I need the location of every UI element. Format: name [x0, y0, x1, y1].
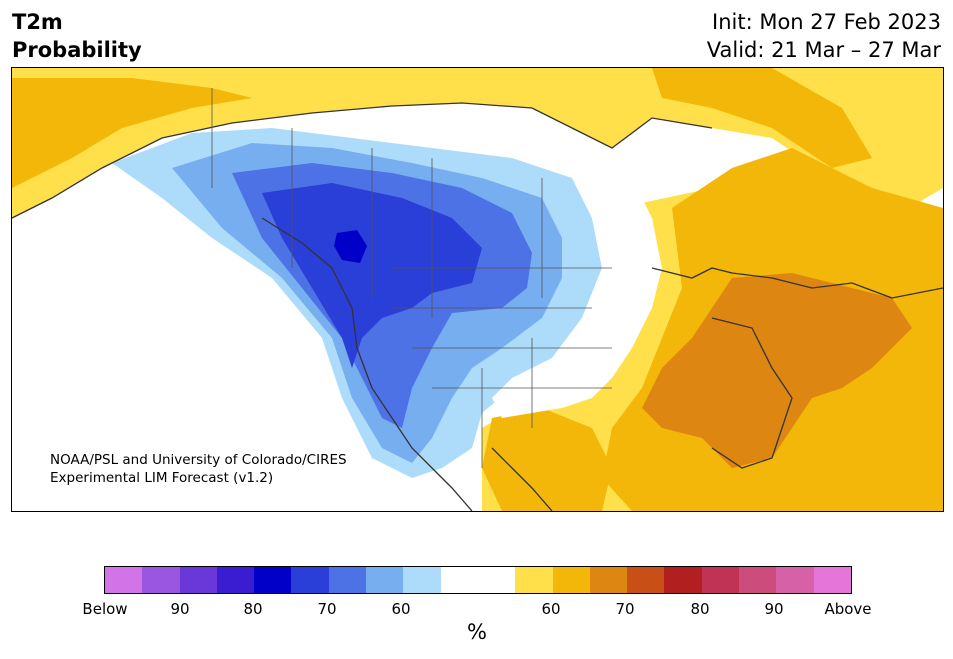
colorbar-tick-label: Above	[824, 600, 872, 618]
map-title: T2m Probability	[12, 8, 142, 64]
colorbar-segment	[216, 567, 255, 593]
coastlines	[12, 102, 943, 511]
colorbar-segment	[328, 567, 367, 593]
valid-date-range: Valid: 21 Mar – 27 Mar	[706, 38, 941, 62]
colorbar-segment	[776, 567, 814, 593]
colorbar-segment	[403, 567, 441, 593]
colorbar-segment	[179, 567, 217, 593]
colorbar-segment	[515, 567, 553, 593]
contour-west-darkblue	[334, 230, 367, 263]
colorbar-segment	[366, 567, 404, 593]
contour-central-neutral	[492, 163, 662, 418]
colorbar-tick-label: 60	[391, 600, 411, 618]
colorbar-tick-label: Below	[82, 600, 128, 618]
colorbar-segment	[477, 567, 516, 593]
colorbar-tick-label: 70	[615, 600, 635, 618]
colorbar-segment	[739, 567, 777, 593]
colorbar-segment	[142, 567, 180, 593]
colorbar-tick-label: 90	[764, 600, 784, 618]
contour-south-gold	[482, 408, 612, 511]
credit-line-1: NOAA/PSL and University of Colorado/CIRE…	[50, 452, 347, 468]
colorbar-tick-label: 90	[170, 600, 190, 618]
colorbar-segment	[589, 567, 628, 593]
colorbar-segment	[701, 567, 740, 593]
contour-arctic-gold	[12, 78, 252, 188]
contour-arctic-gold-east	[652, 68, 872, 168]
colorbar-segment	[664, 567, 702, 593]
colorbar-tick-label: 70	[317, 600, 337, 618]
colorbar-segment	[627, 567, 665, 593]
colorbar-segment	[440, 567, 478, 593]
title-line-2: Probability	[12, 38, 142, 62]
borders	[211, 88, 612, 468]
init-date: Init: Mon 27 Feb 2023	[712, 10, 941, 34]
colorbar-segment	[291, 567, 329, 593]
colorbar-tick-label: 80	[690, 600, 710, 618]
colorbar-unit: %	[467, 620, 487, 644]
colorbar-segment	[254, 567, 292, 593]
credit-line-2: Experimental LIM Forecast (v1.2)	[50, 470, 274, 486]
colorbar-segment	[813, 567, 851, 593]
colorbar-tick-label: 60	[541, 600, 561, 618]
colorbar-segment	[105, 567, 143, 593]
map-credit: NOAA/PSL and University of Colorado/CIRE…	[50, 451, 347, 487]
probability-colorbar	[104, 566, 852, 594]
forecast-dates: Init: Mon 27 Feb 2023 Valid: 21 Mar – 27…	[707, 8, 941, 64]
colorbar-segment	[552, 567, 590, 593]
map-canvas	[12, 68, 943, 511]
colorbar-tick-label: 80	[243, 600, 263, 618]
contour-east-orange	[642, 273, 912, 468]
title-line-1: T2m	[12, 10, 63, 34]
probability-map: NOAA/PSL and University of Colorado/CIRE…	[11, 67, 944, 512]
